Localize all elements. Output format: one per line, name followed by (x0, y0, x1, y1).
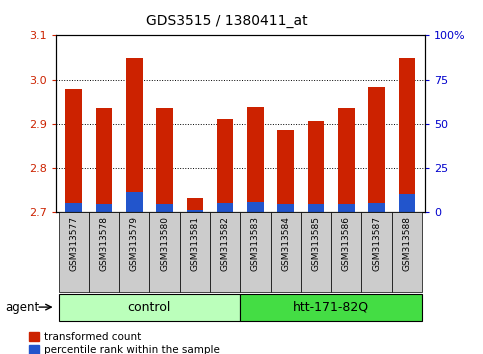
Bar (180, 212, 210, 292)
Bar (217, 119, 233, 212)
Bar (65, 203, 82, 212)
Bar (308, 205, 325, 212)
Bar (270, 212, 301, 292)
Text: GSM313588: GSM313588 (402, 216, 412, 272)
Bar (210, 212, 241, 292)
Bar (241, 293, 422, 321)
Bar (65, 90, 82, 212)
Bar (247, 202, 264, 212)
Bar (368, 203, 385, 212)
Bar (186, 198, 203, 212)
Legend: transformed count, percentile rank within the sample: transformed count, percentile rank withi… (25, 327, 225, 354)
Bar (277, 205, 294, 212)
Text: htt-171-82Q: htt-171-82Q (293, 301, 369, 314)
Bar (96, 108, 113, 212)
Text: GSM313583: GSM313583 (251, 216, 260, 272)
Bar (186, 210, 203, 212)
Bar (277, 130, 294, 212)
Bar (217, 203, 233, 212)
Bar (149, 212, 180, 292)
Bar (338, 204, 355, 212)
Bar (156, 204, 173, 212)
Text: GSM313582: GSM313582 (221, 216, 229, 271)
Text: GSM313578: GSM313578 (99, 216, 109, 272)
Text: control: control (128, 301, 171, 314)
Text: agent: agent (5, 301, 39, 314)
Text: GSM313577: GSM313577 (69, 216, 78, 272)
Text: GSM313580: GSM313580 (160, 216, 169, 272)
Text: GDS3515 / 1380411_at: GDS3515 / 1380411_at (146, 14, 308, 28)
Text: GSM313581: GSM313581 (190, 216, 199, 272)
Text: GSM313579: GSM313579 (130, 216, 139, 272)
Bar (247, 107, 264, 212)
Text: GSM313587: GSM313587 (372, 216, 381, 272)
Bar (308, 121, 325, 212)
Bar (58, 212, 89, 292)
Bar (361, 212, 392, 292)
Bar (126, 192, 142, 212)
Bar (368, 87, 385, 212)
Bar (331, 212, 361, 292)
Text: GSM313586: GSM313586 (342, 216, 351, 272)
Bar (398, 58, 415, 212)
Bar (126, 58, 142, 212)
Bar (241, 212, 270, 292)
Bar (119, 212, 149, 292)
Bar (58, 293, 241, 321)
Bar (392, 212, 422, 292)
Bar (398, 194, 415, 212)
Bar (156, 108, 173, 212)
Text: GSM313585: GSM313585 (312, 216, 321, 272)
Bar (301, 212, 331, 292)
Bar (338, 108, 355, 212)
Text: GSM313584: GSM313584 (281, 216, 290, 271)
Bar (96, 204, 113, 212)
Bar (89, 212, 119, 292)
